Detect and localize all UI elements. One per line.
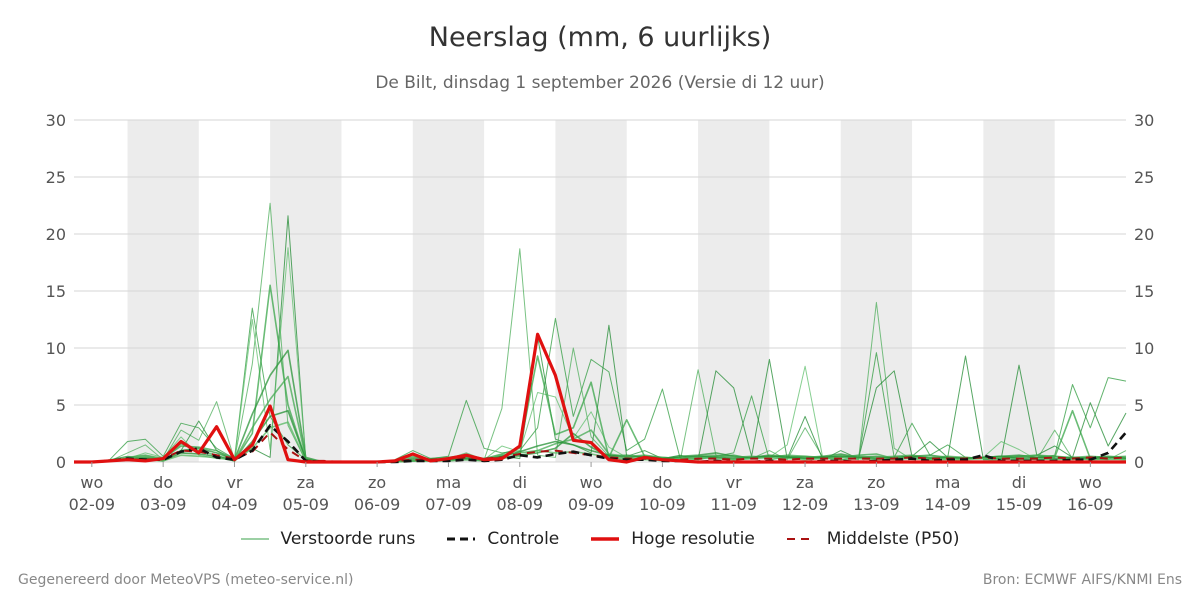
legend-item-highres[interactable]: Hoge resolutie: [591, 529, 755, 549]
y-tick-left: 15: [46, 282, 66, 301]
x-tick-date: 15-09: [996, 495, 1043, 514]
x-tick-date: 14-09: [924, 495, 971, 514]
legend-label-ensemble: Verstoorde runs: [280, 529, 416, 549]
y-tick-left: 30: [46, 111, 66, 130]
legend-label-control: Controle: [487, 529, 560, 549]
x-tick-date: 16-09: [1067, 495, 1114, 514]
y-tick-right: 15: [1134, 282, 1154, 301]
x-tick-day: do: [652, 473, 672, 492]
y-tick-left: 5: [56, 396, 66, 415]
legend-label-median: Middelste (P50): [826, 529, 960, 549]
x-tick-day: zo: [368, 473, 386, 492]
x-tick-day: ma: [935, 473, 960, 492]
series-line-controle: [74, 424, 1127, 464]
y-tick-left: 0: [56, 453, 66, 472]
x-tick-date: 05-09: [283, 495, 330, 514]
x-tick-date: 09-09: [568, 495, 615, 514]
legend-item-control[interactable]: Controle: [447, 529, 559, 549]
legend-swatch-highres: [591, 537, 620, 541]
main-series-lines: [74, 332, 1127, 464]
x-tick-date: 03-09: [140, 495, 187, 514]
x-tick-day: wo: [580, 473, 603, 492]
x-tick-day: vr: [226, 473, 242, 492]
x-tick-day: ma: [436, 473, 461, 492]
x-tick-day: wo: [80, 473, 103, 492]
footer-source: Bron: ECMWF AIFS/KNMI Ens: [982, 572, 1182, 588]
x-tick-day: do: [153, 473, 173, 492]
y-tick-labels: 0 0 5 5 10 10 15 15 20 20 25 25 30 30: [46, 111, 1155, 472]
ensemble-member-line: [74, 375, 1127, 463]
chart-subtitle: De Bilt, dinsdag 1 september 2026 (Versi…: [375, 73, 825, 93]
x-tick-day: di: [1012, 473, 1027, 492]
y-tick-left: 25: [46, 168, 66, 187]
y-tick-right: 0: [1134, 453, 1144, 472]
legend-swatch-control: [447, 537, 476, 541]
legend: Verstoorde runs Controle Hoge resolutie …: [0, 529, 1200, 549]
precipitation-chart: 0 0 5 5 10 10 15 15 20 20 25 25 30 30 wo 02-09 do 03-09 v…: [46, 111, 1155, 514]
x-tick-day: di: [512, 473, 527, 492]
y-tick-left: 20: [46, 225, 66, 244]
series-line-hoge-resolutie: [74, 332, 1126, 464]
x-tick-day: zo: [867, 473, 885, 492]
legend-item-median[interactable]: Middelste (P50): [786, 529, 960, 549]
y-tick-right: 20: [1134, 225, 1154, 244]
ensemble-member-line: [74, 307, 1127, 463]
x-tick-date: 08-09: [497, 495, 544, 514]
y-tick-left: 10: [46, 339, 66, 358]
chart-title: Neerslag (mm, 6 uurlijks): [428, 22, 772, 53]
legend-swatch-median: [786, 538, 815, 540]
x-tick-labels: wo 02-09 do 03-09 vr 04-09 za 05-09 zo 06-09 ma 07-…: [69, 462, 1114, 514]
footer-generated-by: Gegenereerd door MeteoVPS (meteo-service…: [18, 572, 354, 588]
y-tick-right: 30: [1134, 111, 1154, 130]
legend-item-ensemble[interactable]: Verstoorde runs: [240, 529, 416, 549]
y-tick-right: 25: [1134, 168, 1154, 187]
x-tick-day: wo: [1079, 473, 1102, 492]
x-tick-date: 11-09: [710, 495, 757, 514]
x-tick-date: 07-09: [425, 495, 472, 514]
x-tick-day: za: [297, 473, 315, 492]
x-tick-date: 02-09: [69, 495, 116, 514]
legend-label-highres: Hoge resolutie: [631, 529, 755, 549]
x-tick-date: 10-09: [639, 495, 686, 514]
x-tick-date: 13-09: [853, 495, 900, 514]
x-tick-date: 06-09: [354, 495, 401, 514]
y-tick-right: 5: [1134, 396, 1144, 415]
x-tick-date: 12-09: [782, 495, 829, 514]
y-tick-right: 10: [1134, 339, 1154, 358]
x-tick-day: za: [796, 473, 814, 492]
x-tick-day: vr: [726, 473, 742, 492]
x-tick-date: 04-09: [211, 495, 258, 514]
legend-swatch-ensemble: [240, 538, 269, 540]
